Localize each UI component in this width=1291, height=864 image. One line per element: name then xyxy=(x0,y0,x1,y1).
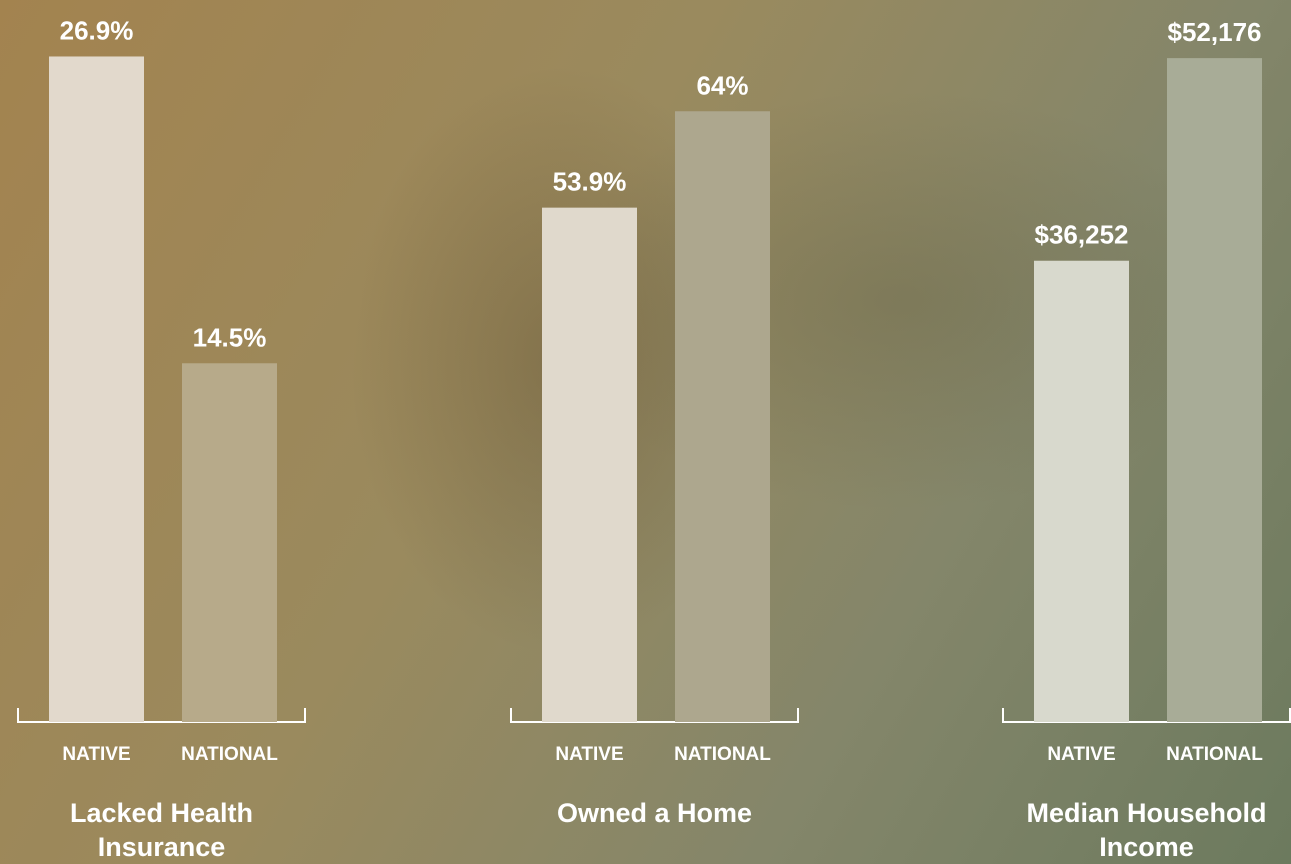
category-label: NATIONAL xyxy=(674,744,771,765)
category-label: NATIVE xyxy=(1047,744,1115,765)
value-label: $36,252 xyxy=(1035,220,1129,250)
category-label: NATIONAL xyxy=(181,744,278,765)
panel-title: Median Household Income xyxy=(1002,796,1291,864)
bar xyxy=(182,363,277,722)
value-label: 14.5% xyxy=(193,322,267,352)
category-label: NATIONAL xyxy=(1166,744,1263,765)
panel-title: Owned a Home xyxy=(520,796,790,830)
bar xyxy=(49,56,144,722)
chart-page: 26.9% NATIVE 14.5% NATIONAL 53.9% NATIVE 64% NA… xyxy=(0,0,1291,864)
value-label: 26.9% xyxy=(60,15,134,45)
category-label: NATIVE xyxy=(555,744,623,765)
bar xyxy=(1167,58,1262,722)
bar xyxy=(1034,261,1129,722)
bar xyxy=(542,208,637,722)
panel-title: Lacked Health Insurance xyxy=(27,796,297,864)
bar xyxy=(675,111,770,722)
value-label: $52,176 xyxy=(1168,17,1262,47)
value-label: 53.9% xyxy=(553,167,627,197)
chart: 26.9% NATIVE 14.5% NATIONAL 53.9% NATIVE 64% NA… xyxy=(0,0,1291,864)
value-label: 64% xyxy=(696,70,748,100)
category-label: NATIVE xyxy=(62,744,130,765)
